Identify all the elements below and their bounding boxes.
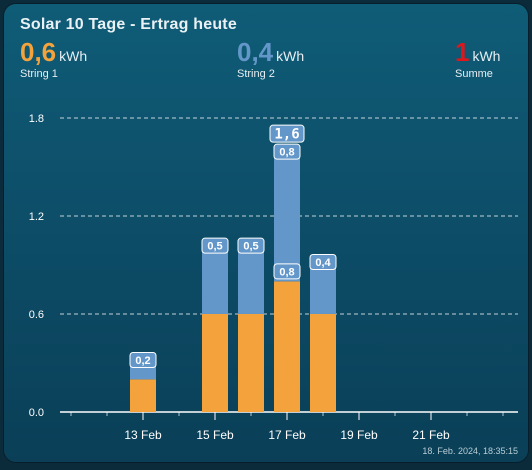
stat-label: Summe [455, 68, 493, 80]
stat-value: 0,4 [237, 37, 274, 67]
bar-segment [310, 265, 336, 314]
card-title: Solar 10 Tage - Ertrag heute [20, 16, 237, 33]
stat-unit: kWh [59, 48, 88, 64]
data-label-box [309, 254, 337, 270]
y-tick-label: 1.2 [29, 211, 44, 223]
solar-card: Solar 10 Tage - Ertrag heute 0,6 kWh Stri… [4, 4, 528, 462]
data-label-box [201, 237, 229, 254]
bar-segment [310, 314, 336, 412]
stat-value: 1 [455, 37, 470, 67]
data-label-box [273, 143, 301, 160]
stat-label: String 2 [237, 68, 275, 80]
stat-unit: kWh [472, 48, 501, 64]
x-tick-label: 15 Feb [196, 428, 234, 442]
bar-segment [238, 314, 264, 412]
y-tick-label: 1.8 [29, 113, 44, 125]
data-label: 1,6 [274, 127, 299, 143]
x-tick-label: 21 Feb [412, 428, 450, 442]
data-label-box [269, 124, 305, 143]
y-tick-label: 0.6 [29, 309, 44, 321]
bar-segment [130, 379, 156, 412]
bar-segment [274, 281, 300, 412]
data-label: 0,2 [135, 355, 150, 367]
bar-segment [238, 248, 264, 314]
bar-segment [202, 314, 228, 412]
data-label-box [237, 237, 265, 254]
stat-unit: kWh [276, 48, 305, 64]
data-label: 0,8 [279, 147, 294, 159]
stat-label: String 1 [20, 68, 58, 80]
data-label-box [273, 263, 301, 280]
data-label: 0,5 [207, 241, 222, 253]
bar-segment [274, 150, 300, 282]
bar-segment [202, 248, 228, 314]
x-tick-label: 17 Feb [268, 428, 306, 442]
stat-summe[interactable]: 1 kWh Summe [455, 38, 500, 80]
y-tick-label: 0.0 [29, 407, 44, 419]
footer-timestamp: 18. Feb. 2024, 18:35:15 [422, 446, 518, 456]
data-label: 0,8 [279, 266, 294, 278]
x-tick-label: 13 Feb [124, 428, 162, 442]
data-label: 0,4 [315, 257, 331, 269]
data-label-box [129, 352, 157, 368]
data-label: 0,5 [243, 241, 258, 253]
stat-string-1[interactable]: 0,6 kWh String 1 [20, 38, 87, 80]
stat-value: 0,6 [20, 37, 57, 67]
stat-string-2[interactable]: 0,4 kWh String 2 [237, 38, 304, 80]
x-tick-label: 19 Feb [340, 428, 378, 442]
